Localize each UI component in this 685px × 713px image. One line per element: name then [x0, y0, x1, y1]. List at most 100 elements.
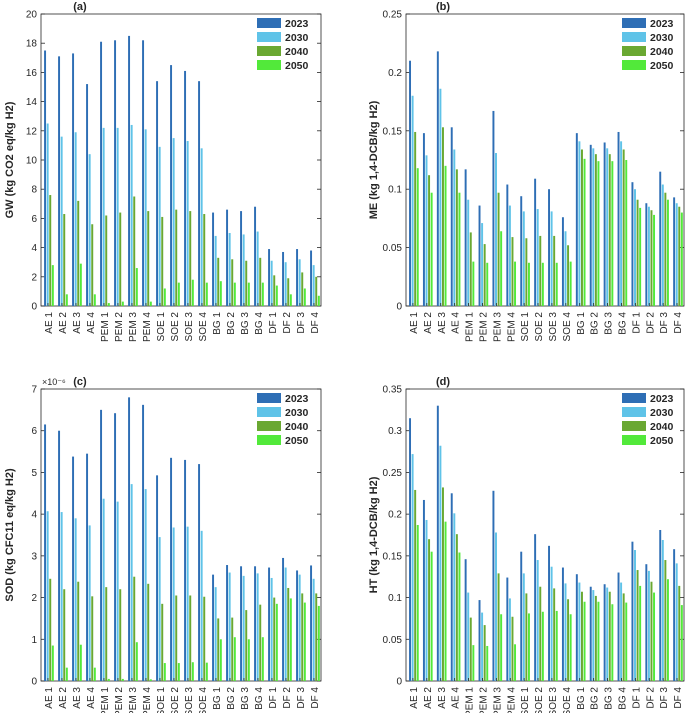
bar-2040: [608, 591, 611, 681]
bar-2040: [414, 489, 417, 681]
x-tick-label: SOE 1: [520, 312, 531, 342]
bar-2040: [525, 593, 528, 681]
legend-swatch: [622, 18, 646, 28]
bar-2023: [450, 493, 453, 681]
bar-2040: [63, 589, 66, 681]
bar-2040: [245, 260, 248, 306]
legend-label: 2050: [285, 435, 309, 447]
x-tick-label: DF 3: [296, 687, 307, 709]
bar-2040: [608, 154, 611, 306]
bar-2040: [525, 238, 528, 306]
panel-label: (d): [436, 376, 450, 388]
bar-2030: [439, 88, 442, 306]
x-tick-label: AE 3: [437, 312, 448, 334]
bar-2050: [79, 644, 82, 681]
x-tick-label: AE 2: [58, 312, 69, 334]
bar-2050: [680, 605, 683, 681]
bar-2050: [430, 551, 433, 681]
bar-2040: [414, 131, 417, 306]
bar-2023: [268, 249, 271, 306]
bar-2023: [310, 250, 313, 306]
x-tick-label: AE 1: [409, 687, 420, 709]
x-tick-label: DF 4: [673, 312, 684, 334]
bar-2050: [639, 585, 642, 681]
x-tick-label: AE 4: [451, 312, 462, 334]
bar-2030: [564, 231, 567, 306]
bar-2023: [617, 572, 620, 681]
bar-2050: [51, 645, 54, 681]
bar-2023: [409, 60, 412, 306]
bar-2023: [240, 566, 243, 681]
bar-2023: [659, 529, 662, 681]
bar-2040: [581, 149, 583, 306]
bar-2050: [597, 601, 600, 681]
bar-2050: [541, 262, 544, 306]
bar-2030: [550, 566, 553, 681]
bar-2050: [583, 601, 586, 681]
bar-2040: [650, 581, 653, 681]
bar-2050: [666, 579, 669, 681]
bar-2030: [102, 127, 105, 306]
bar-2040: [301, 593, 304, 681]
bar-2050: [107, 303, 110, 306]
x-tick-label: SOE 1: [156, 687, 167, 713]
legend-swatch: [622, 32, 646, 42]
bar-2040: [133, 196, 136, 306]
bar-2030: [228, 572, 231, 681]
x-tick-label: SOE 2: [534, 687, 545, 713]
bar-2050: [527, 262, 530, 306]
bar-2050: [219, 639, 222, 681]
bar-2023: [72, 456, 75, 681]
y-tick-label: 0.3: [388, 426, 402, 437]
x-tick-label: PEM 4: [142, 687, 153, 713]
bar-2023: [156, 475, 159, 681]
bar-2030: [522, 211, 525, 306]
bar-2040: [77, 581, 80, 681]
bar-2023: [114, 40, 117, 306]
x-tick-label: DF 3: [659, 687, 670, 709]
bar-2050: [444, 165, 447, 306]
y-axis-label: ME (kg 1,4-DCB/kg H2): [368, 100, 380, 219]
x-tick-label: SOE 3: [548, 687, 559, 713]
legend-swatch: [622, 407, 646, 417]
bar-2050: [458, 192, 461, 306]
bar-2050: [303, 288, 306, 306]
bar-2023: [268, 567, 271, 681]
x-tick-label: SOE 1: [520, 687, 531, 713]
x-tick-label: BG 4: [617, 312, 628, 335]
y-axis-label: SOD (kg CFC11 eq/kg H2): [4, 468, 16, 602]
bar-2050: [527, 613, 530, 681]
y-tick-label: 20: [26, 10, 38, 21]
x-tick-label: SOE 4: [198, 687, 209, 713]
bar-2030: [647, 570, 650, 681]
bar-2040: [636, 570, 639, 681]
y-exponent-label: ×10⁻⁶: [42, 377, 66, 387]
legend-swatch: [257, 60, 281, 70]
x-tick-label: DF 4: [310, 312, 321, 334]
bar-2050: [317, 295, 320, 306]
bar-2040: [259, 604, 262, 681]
x-tick-label: DF 2: [282, 687, 293, 709]
bar-2040: [49, 578, 52, 681]
bar-2040: [539, 235, 542, 306]
bar-2030: [481, 223, 484, 306]
bar-2050: [597, 161, 600, 306]
bar-2050: [583, 158, 586, 306]
bar-2023: [561, 217, 564, 306]
y-tick-label: 0.25: [383, 468, 403, 479]
bar-2030: [620, 582, 623, 681]
bar-2023: [478, 600, 481, 681]
bar-2023: [631, 541, 634, 681]
bar-2023: [645, 203, 648, 306]
bar-2030: [102, 498, 105, 681]
bar-2050: [79, 263, 82, 306]
x-tick-label: PEM 2: [114, 687, 125, 713]
bar-2040: [147, 583, 150, 681]
bar-2040: [469, 617, 472, 681]
bar-2040: [553, 235, 556, 306]
legend-swatch: [257, 435, 281, 445]
bar-2050: [149, 301, 152, 306]
bar-2050: [514, 644, 517, 681]
bar-2040: [428, 539, 431, 681]
bar-2040: [77, 200, 80, 306]
